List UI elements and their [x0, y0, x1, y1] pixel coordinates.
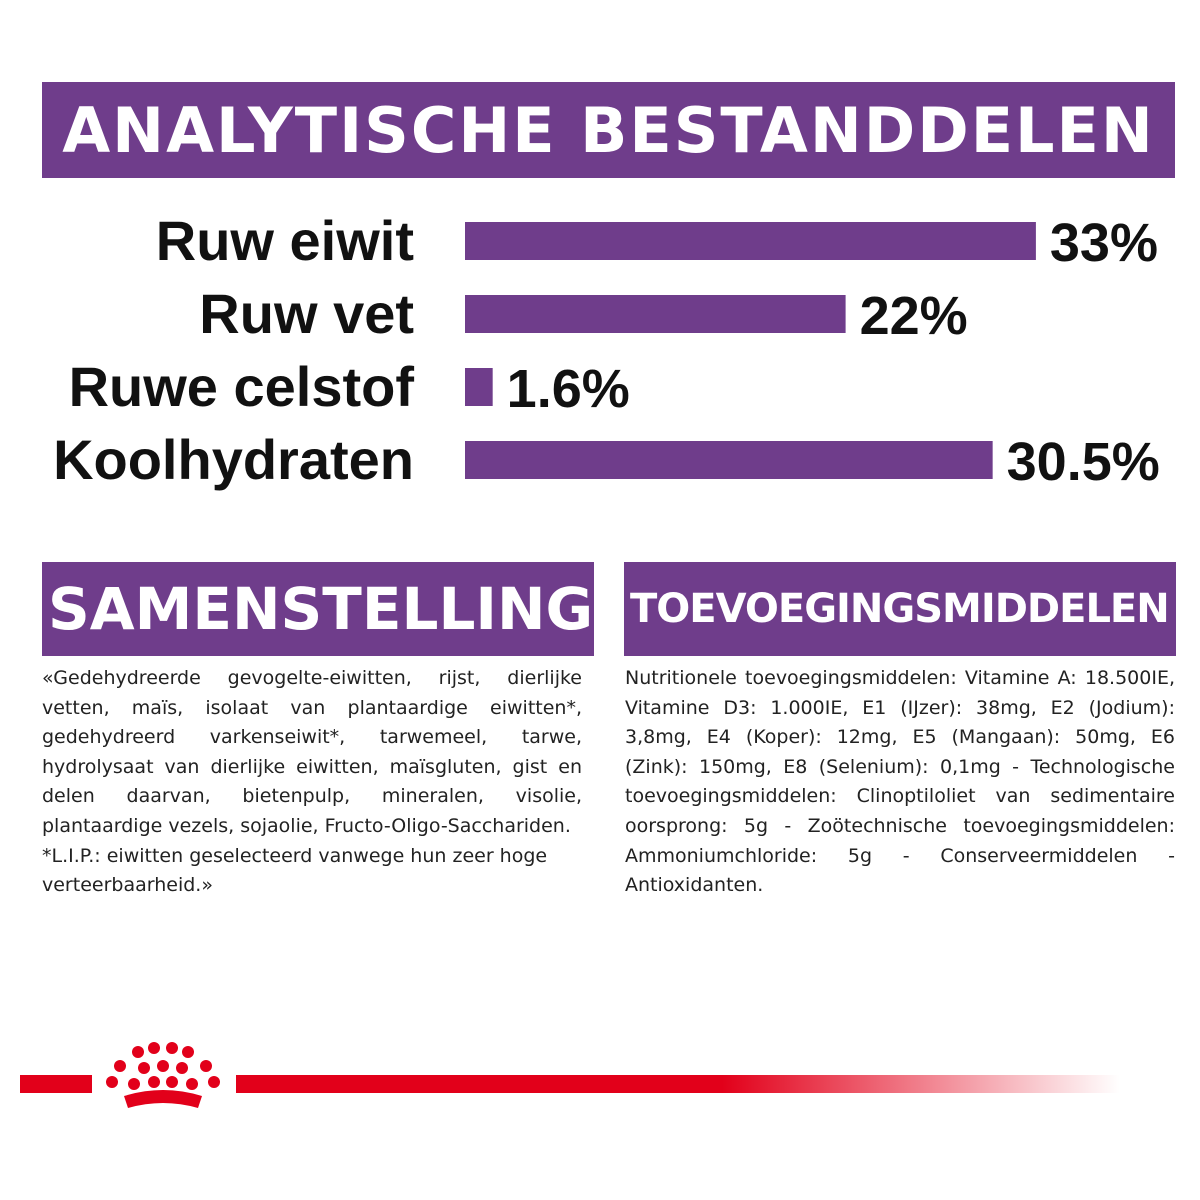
composition-text: «Gedehydreerde gevogelte-eiwitten, rijst…	[42, 667, 582, 837]
additives-text: Nutritionele toevoegingsmiddelen: Vitami…	[625, 667, 1175, 897]
category-label: Ruw vet	[199, 282, 414, 345]
footer-line-left	[20, 1075, 92, 1093]
value-label: 1.6%	[507, 359, 630, 419]
nutrient-bar-chart: Ruw eiwit 33% Ruw vet 22% Ruwe celstof 1.6% Ko…	[53, 209, 1160, 492]
bar	[465, 295, 846, 333]
value-label: 22%	[860, 286, 968, 346]
value-label: 30.5%	[1007, 432, 1160, 492]
bar	[465, 222, 1036, 260]
bar	[465, 441, 993, 479]
composition-footnote: *L.I.P.: eiwitten geselecteerd vanwege h…	[42, 844, 548, 897]
category-label: Ruw eiwit	[156, 209, 414, 272]
category-label: Ruwe celstof	[69, 355, 415, 418]
bar	[465, 368, 493, 406]
additives-heading: TOEVOEGINGSMIDDELEN (/kg)	[624, 562, 1200, 656]
value-label: 33%	[1050, 213, 1158, 273]
additives-heading-label: TOEVOEGINGSMIDDELEN	[630, 586, 1170, 632]
page-title: ANALYTISCHE BESTANDDELEN	[42, 82, 1175, 178]
royal-canin-crown-icon	[106, 1042, 220, 1108]
footer-line-right	[236, 1075, 1120, 1093]
additives-text-block: Nutritionele toevoegingsmiddelen: Vitami…	[625, 664, 1175, 901]
composition-heading-label: SAMENSTELLING	[48, 575, 594, 643]
composition-heading: SAMENSTELLING	[42, 562, 594, 656]
composition-text-block: «Gedehydreerde gevogelte-eiwitten, rijst…	[42, 664, 582, 901]
category-label: Koolhydraten	[53, 428, 414, 491]
additives-unit: (/kg)	[1174, 603, 1200, 629]
